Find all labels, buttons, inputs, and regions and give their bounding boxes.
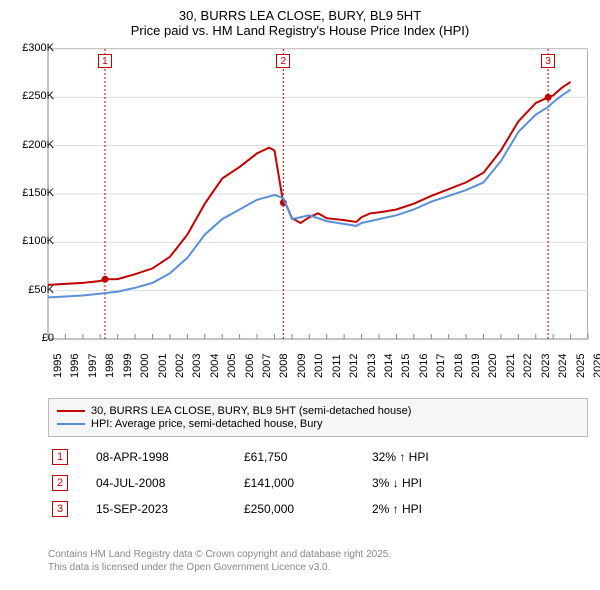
event-badge: 3 (52, 501, 68, 517)
event-diff: 2% ↑ HPI (372, 502, 492, 516)
events-table: 108-APR-1998£61,75032% ↑ HPI204-JUL-2008… (48, 444, 588, 522)
title-line-1: 30, BURRS LEA CLOSE, BURY, BL9 5HT (10, 8, 590, 23)
event-marker-badge: 1 (98, 54, 112, 68)
event-date: 08-APR-1998 (96, 450, 216, 464)
y-tick-label: £50K (10, 284, 54, 296)
legend-label: HPI: Average price, semi-detached house,… (91, 418, 323, 430)
event-row: 1 08-APR-1998 £61,750 32% ↑ HPI (48, 444, 588, 470)
y-tick-label: £100K (10, 235, 54, 247)
footer-line-2: This data is licensed under the Open Gov… (48, 561, 588, 574)
event-badge: 1 (52, 449, 68, 465)
x-tick-label: 2013 (366, 354, 378, 378)
x-tick-label: 1998 (104, 354, 116, 378)
titles: 30, BURRS LEA CLOSE, BURY, BL9 5HT Price… (0, 0, 600, 42)
x-tick-label: 1999 (122, 354, 134, 378)
event-price: £61,750 (244, 450, 344, 464)
event-date: 15-SEP-2023 (96, 502, 216, 516)
x-tick-label: 2020 (487, 354, 499, 378)
event-marker-badge: 2 (276, 54, 290, 68)
event-diff: 32% ↑ HPI (372, 450, 492, 464)
plot-svg (48, 49, 588, 339)
y-tick-label: £150K (10, 187, 54, 199)
legend-item: HPI: Average price, semi-detached house,… (57, 418, 579, 430)
title-line-2: Price paid vs. HM Land Registry's House … (10, 23, 590, 38)
x-tick-label: 2003 (191, 354, 203, 378)
event-diff: 3% ↓ HPI (372, 476, 492, 490)
legend-label: 30, BURRS LEA CLOSE, BURY, BL9 5HT (semi… (91, 405, 411, 417)
legend-swatch (57, 410, 85, 412)
x-tick-label: 2024 (557, 354, 569, 378)
event-row: 2 04-JUL-2008 £141,000 3% ↓ HPI (48, 470, 588, 496)
x-tick-label: 2006 (244, 354, 256, 378)
x-tick-label: 2015 (400, 354, 412, 378)
x-tick-label: 2022 (522, 354, 534, 378)
y-tick-label: £300K (10, 42, 54, 54)
chart-container: 30, BURRS LEA CLOSE, BURY, BL9 5HT Price… (0, 0, 600, 590)
x-tick-label: 2005 (226, 354, 238, 378)
x-tick-label: 1997 (87, 354, 99, 378)
event-badge: 2 (52, 475, 68, 491)
x-tick-label: 2011 (331, 354, 343, 378)
event-date: 04-JUL-2008 (96, 476, 216, 490)
x-tick-label: 2010 (313, 354, 325, 378)
legend: 30, BURRS LEA CLOSE, BURY, BL9 5HT (semi… (48, 398, 588, 437)
event-row: 3 15-SEP-2023 £250,000 2% ↑ HPI (48, 496, 588, 522)
x-tick-label: 2001 (157, 354, 169, 378)
x-tick-label: 2002 (174, 354, 186, 378)
x-axis-labels: 1995 1996 1997 1998 1999 2000 2001 2002 2003 2004… (48, 342, 588, 402)
plot-area (48, 48, 588, 338)
x-tick-label: 2017 (435, 354, 447, 378)
x-tick-label: 2023 (540, 354, 552, 378)
x-tick-label: 1996 (69, 354, 81, 378)
x-tick-label: 2021 (505, 354, 517, 378)
x-tick-label: 2019 (470, 354, 482, 378)
legend-swatch (57, 423, 85, 425)
event-price: £141,000 (244, 476, 344, 490)
x-tick-label: 2018 (453, 354, 465, 378)
x-tick-label: 2009 (296, 354, 308, 378)
y-tick-label: £250K (10, 90, 54, 102)
series-price_paid (48, 82, 571, 285)
footer: Contains HM Land Registry data © Crown c… (48, 548, 588, 574)
x-tick-label: 2012 (348, 354, 360, 378)
event-marker-badge: 3 (541, 54, 555, 68)
y-tick-label: £0 (10, 332, 54, 344)
x-tick-label: 2004 (209, 354, 221, 378)
x-tick-label: 2025 (575, 354, 587, 378)
x-tick-label: 2007 (261, 354, 273, 378)
x-tick-label: 2008 (278, 354, 290, 378)
x-tick-label: 2026 (592, 354, 600, 378)
footer-line-1: Contains HM Land Registry data © Crown c… (48, 548, 588, 561)
x-tick-label: 2016 (418, 354, 430, 378)
event-price: £250,000 (244, 502, 344, 516)
y-tick-label: £200K (10, 139, 54, 151)
legend-item: 30, BURRS LEA CLOSE, BURY, BL9 5HT (semi… (57, 405, 579, 417)
x-tick-label: 2000 (139, 354, 151, 378)
x-tick-label: 1995 (52, 354, 64, 378)
x-tick-label: 2014 (383, 354, 395, 378)
